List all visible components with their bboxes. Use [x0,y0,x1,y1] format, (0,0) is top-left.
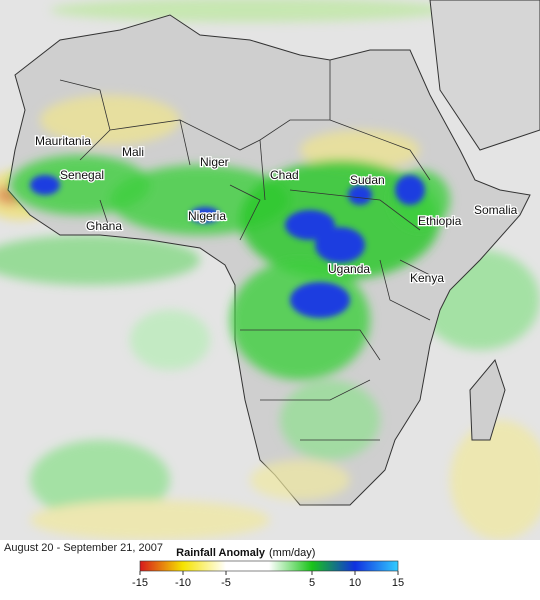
country-label: Kenya [410,271,444,285]
country-label: Chad [270,168,299,182]
legend-units: (mm/day) [269,547,315,559]
madagascar [469,358,506,441]
country-label: Mauritania [35,134,91,148]
country-label: Ghana [86,219,122,233]
tick-label: 10 [349,577,361,589]
legend-title: Rainfall Anomaly [176,547,266,559]
country-label: Mali [122,145,144,159]
colorbar [139,560,399,572]
tick-label: -15 [132,577,148,589]
country-label: Nigeria [188,209,226,223]
colorbar-ticks: -15 -10 -5 5 10 15 [132,571,404,589]
date-range: August 20 - September 21, 2007 [4,542,163,554]
tick-label: 5 [309,577,315,589]
country-label: Uganda [328,262,370,276]
country-labels: Mauritania Mali Niger Chad Sudan Senegal… [34,133,519,287]
country-label: Niger [200,155,229,169]
arabia [429,0,540,151]
map [0,0,540,540]
country-label: Sudan [350,173,385,187]
borders [59,60,441,441]
tick-label: -5 [221,577,231,589]
heavy-anomaly [30,175,425,318]
tick-label: -10 [175,577,191,589]
tick-label: 15 [392,577,404,589]
country-label: Ethiopia [418,214,462,228]
country-label: Somalia [474,203,518,217]
country-label: Senegal [60,168,104,182]
